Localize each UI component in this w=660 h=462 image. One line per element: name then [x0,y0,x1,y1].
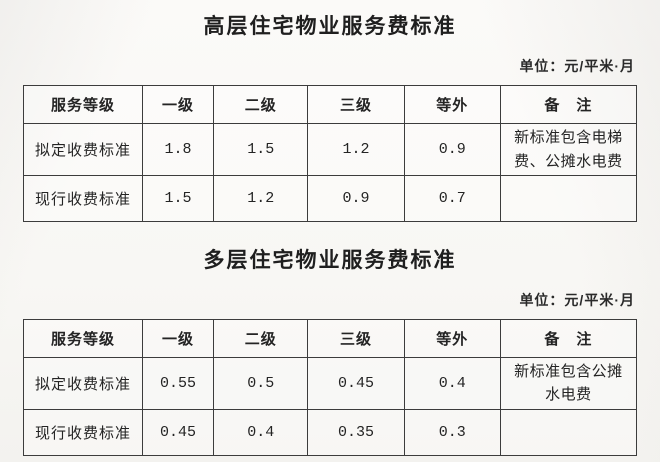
section-highrise: 高层住宅物业服务费标准 单位：元/平米·月 服务等级 一级 二级 三级 等外 备… [23,14,638,222]
header-remark: 备 注 [499,319,638,358]
header-substandard: 等外 [403,319,501,358]
row-label: 拟定收费标准 [23,357,143,410]
fee-value: 0.3 [403,408,501,456]
table-row-proposed: 拟定收费标准 0.55 0.5 0.45 0.4 新标准包含公摊水电费 [23,357,638,410]
fee-value: 0.4 [213,408,309,456]
fee-value: 1.8 [141,123,215,176]
unit-label: 单位：元/平米·月 [519,58,635,75]
document-content: 高层住宅物业服务费标准 单位：元/平米·月 服务等级 一级 二级 三级 等外 备… [23,14,638,456]
table-row-current: 现行收费标准 0.45 0.4 0.35 0.3 [23,408,638,456]
remark-cell: 新标准包含电梯费、公摊水电费 [499,123,638,176]
header-service-grade: 服务等级 [23,85,143,125]
row-label: 现行收费标准 [23,174,143,222]
row-label: 拟定收费标准 [23,123,143,176]
remark-cell [499,408,638,456]
header-level-3: 三级 [307,85,405,125]
table-row-proposed: 拟定收费标准 1.8 1.5 1.2 0.9 新标准包含电梯费、公摊水电费 [23,123,638,176]
header-service-grade: 服务等级 [23,319,143,358]
header-level-1: 一级 [141,319,215,358]
fee-value: 0.4 [403,357,501,410]
unit-label: 单位：元/平米·月 [519,292,635,308]
fee-value: 1.2 [307,123,405,176]
fee-value: 0.55 [141,357,215,410]
header-substandard: 等外 [403,85,501,125]
section-multistory: 多层住宅物业服务费标准 单位：元/平米·月 服务等级 一级 二级 三级 等外 备… [23,248,638,456]
section-title-highrise: 高层住宅物业服务费标准 [203,15,457,38]
fee-value: 0.7 [403,174,501,222]
table-row-current: 现行收费标准 1.5 1.2 0.9 0.7 [23,174,638,222]
header-level-3: 三级 [307,319,405,358]
fee-value: 1.5 [213,123,309,176]
fee-value: 0.9 [403,123,501,176]
fee-value: 0.35 [307,408,405,456]
fee-table-highrise: 服务等级 一级 二级 三级 等外 备 注 拟定收费标准 1.8 1.5 1.2 [23,85,638,222]
table-header-row: 服务等级 一级 二级 三级 等外 备 注 [23,85,638,125]
header-remark: 备 注 [499,85,638,125]
remark-cell: 新标准包含公摊水电费 [499,357,638,410]
fee-value: 0.45 [141,408,215,456]
fee-table-multistory: 服务等级 一级 二级 三级 等外 备 注 拟定收费标准 0.55 0.5 0.4… [23,319,638,456]
fee-value: 1.5 [141,174,215,222]
table-header-row: 服务等级 一级 二级 三级 等外 备 注 [23,319,638,358]
row-label: 现行收费标准 [23,408,143,456]
fee-value: 0.9 [307,174,405,222]
fee-value: 0.5 [213,357,309,410]
fee-value: 1.2 [213,174,309,222]
remark-cell [499,174,638,222]
header-level-2: 二级 [213,319,309,358]
fee-value: 0.45 [307,357,405,410]
header-level-2: 二级 [213,85,309,125]
header-level-1: 一级 [141,85,215,125]
section-title-multistory: 多层住宅物业服务费标准 [203,248,457,272]
